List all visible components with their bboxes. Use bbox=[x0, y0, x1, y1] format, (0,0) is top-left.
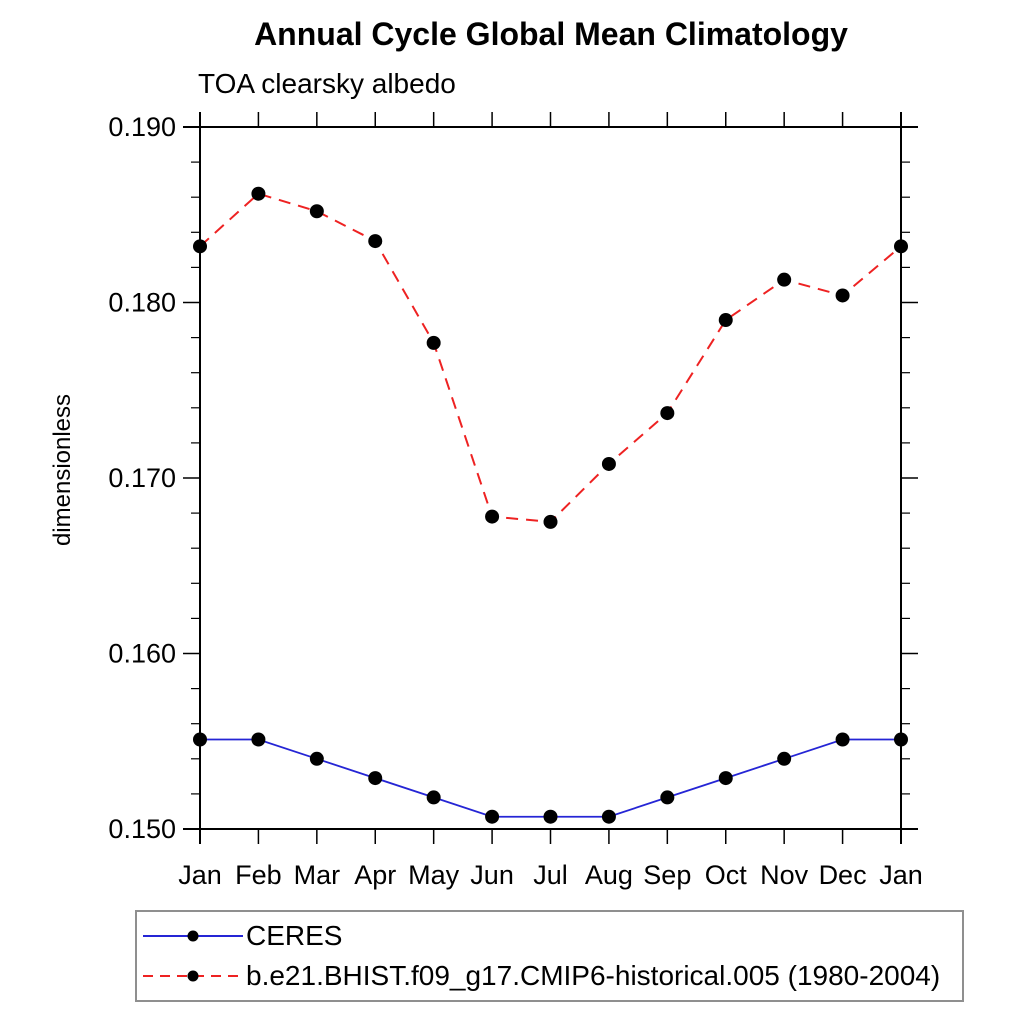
x-tick-label: Jan bbox=[178, 860, 222, 890]
series-1-marker bbox=[193, 239, 207, 254]
series-1-marker bbox=[660, 406, 675, 421]
series-1-marker bbox=[777, 272, 792, 287]
series-1-marker bbox=[368, 234, 383, 249]
legend-item-ceres: CERES bbox=[143, 918, 962, 954]
series-1-marker bbox=[426, 335, 441, 350]
series-1-marker bbox=[601, 456, 616, 471]
y-tick-label: 0.150 bbox=[108, 814, 176, 844]
legend-line-sample-model bbox=[143, 970, 243, 982]
series-0-marker bbox=[426, 790, 441, 805]
y-tick-label: 0.170 bbox=[108, 463, 176, 493]
series-0-marker bbox=[543, 809, 558, 824]
legend-box: CERES b.e21.BHIST.f09_g17.CMIP6-historic… bbox=[135, 910, 964, 1002]
series-0-marker bbox=[485, 809, 500, 824]
series-0-marker bbox=[718, 771, 733, 786]
x-tick-label: Sep bbox=[643, 860, 691, 890]
x-tick-label: Jun bbox=[470, 860, 514, 890]
series-1-marker bbox=[251, 186, 266, 201]
x-tick-label: May bbox=[408, 860, 460, 890]
series-0-marker bbox=[894, 732, 908, 747]
legend-label-model: b.e21.BHIST.f09_g17.CMIP6-historical.005… bbox=[246, 959, 941, 991]
series-1-marker bbox=[718, 313, 733, 328]
series-0-marker bbox=[601, 809, 616, 824]
x-tick-label: Jan bbox=[879, 860, 923, 890]
y-tick-label: 0.190 bbox=[108, 112, 176, 142]
x-tick-label: Jul bbox=[533, 860, 568, 890]
series-0-marker bbox=[660, 790, 675, 805]
legend-marker-icon bbox=[187, 970, 199, 982]
series-1-marker bbox=[309, 204, 324, 219]
x-tick-label: Nov bbox=[760, 860, 809, 890]
x-tick-label: Oct bbox=[705, 860, 748, 890]
x-tick-label: Feb bbox=[235, 860, 282, 890]
x-tick-label: Dec bbox=[819, 860, 867, 890]
y-tick-label: 0.160 bbox=[108, 639, 176, 669]
legend-line-sample-ceres bbox=[143, 930, 243, 942]
series-0-marker bbox=[309, 751, 324, 766]
y-tick-label: 0.180 bbox=[108, 288, 176, 318]
x-tick-label: Aug bbox=[585, 860, 633, 890]
x-tick-label: Apr bbox=[354, 860, 396, 890]
series-1-marker bbox=[894, 239, 908, 254]
chart-subtitle: TOA clearsky albedo bbox=[198, 68, 456, 99]
series-1-marker bbox=[835, 288, 850, 303]
x-tick-label: Mar bbox=[294, 860, 341, 890]
series-0-marker bbox=[835, 732, 850, 747]
legend-item-model: b.e21.BHIST.f09_g17.CMIP6-historical.005… bbox=[143, 958, 962, 994]
series-0-marker bbox=[368, 771, 383, 786]
legend-marker-icon bbox=[187, 930, 199, 942]
chart-title: Annual Cycle Global Mean Climatology bbox=[254, 16, 848, 52]
legend-label-ceres: CERES bbox=[246, 920, 343, 952]
series-0-marker bbox=[251, 732, 266, 747]
series-0-marker bbox=[777, 751, 792, 766]
series-1-line bbox=[199, 192, 902, 523]
series-0-line bbox=[200, 738, 901, 818]
series-0-marker bbox=[193, 732, 207, 747]
series-1-marker bbox=[485, 509, 500, 524]
series-1-marker bbox=[543, 514, 558, 529]
